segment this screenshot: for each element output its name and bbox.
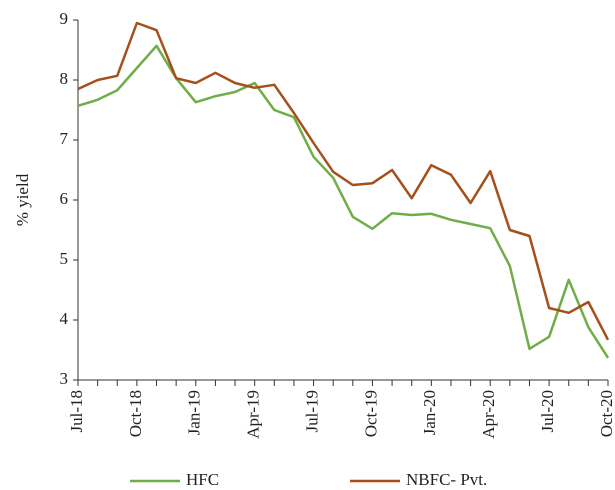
x-tick-label: Jul-19 [302,390,321,433]
y-tick-label: 8 [60,69,69,88]
y-axis-label: % yield [13,173,32,226]
line-series [77,21,610,341]
y-tick-label: 4 [60,309,69,328]
y-tick-label: 3 [60,369,69,388]
x-tick-label: Oct-19 [361,390,380,437]
legend-label: NBFC- Pvt. [406,470,487,489]
x-tick-label: Jul-20 [538,390,557,433]
y-tick-label: 5 [60,249,69,268]
x-tick-label: Jul-18 [67,390,86,433]
x-tick-label: Jan-19 [185,390,204,435]
x-tick-label: Oct-18 [126,390,145,437]
x-tick-label: Oct-20 [597,390,615,437]
y-tick-label: 6 [60,189,69,208]
y-tick-label: 7 [60,129,69,148]
x-tick-label: Apr-20 [479,390,498,439]
x-tick-label: Jan-20 [420,390,439,435]
line-series [77,44,610,359]
legend-label: HFC [186,470,219,489]
y-tick-label: 9 [60,9,69,28]
x-tick-label: Apr-19 [244,390,263,439]
